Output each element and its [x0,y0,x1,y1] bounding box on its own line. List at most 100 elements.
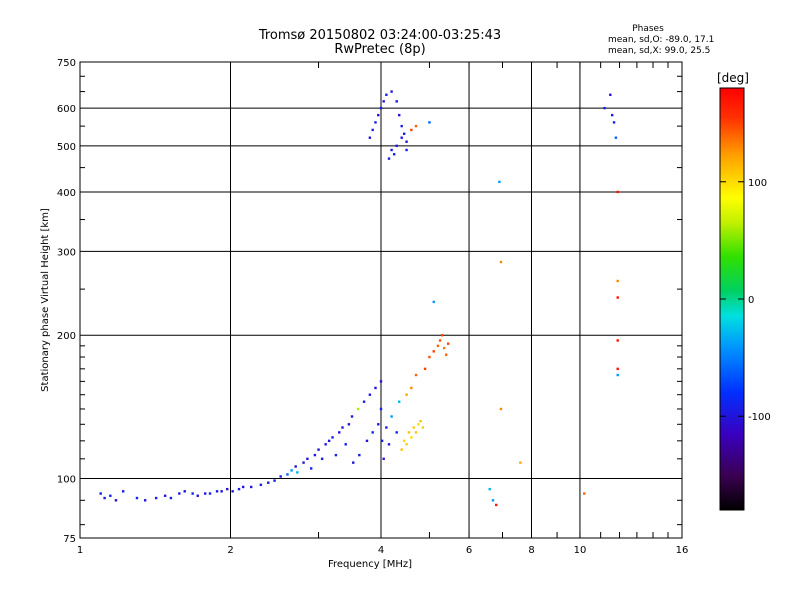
data-point [334,453,338,457]
data-point [400,124,403,128]
data-point [306,457,309,461]
x-tick-label: 10 [574,545,587,556]
data-point [387,443,391,446]
data-point [495,503,498,507]
data-point [344,443,347,446]
data-point [390,415,393,418]
data-point [379,407,383,411]
data-point [442,346,446,350]
data-point [267,481,270,484]
data-point [428,121,431,124]
data-point [491,499,495,502]
data-point [436,344,440,348]
y-tick-label: 400 [57,188,76,199]
data-point [237,487,241,491]
data-point [616,339,619,342]
data-point [395,100,398,103]
data-point [320,457,324,461]
data-point [135,496,139,500]
data-point [421,426,425,429]
y-tick-labels: 75 100 200 300 400 500 600 750 [57,58,76,545]
data-point [358,453,361,457]
data-point [143,499,147,502]
data-point [347,423,351,426]
data-point [309,467,313,470]
data-point [114,499,118,502]
data-point [226,487,229,491]
data-point [400,448,403,451]
data-point [519,461,522,464]
data-point [583,492,586,495]
data-point [109,494,112,497]
chart-title: Tromsø 20150802 03:24:00-03:25:43 [258,28,501,43]
x-tick-label: 2 [227,545,233,556]
data-point [365,439,369,443]
data-point [368,136,372,139]
data-point [374,386,377,390]
data-point [368,393,372,396]
data-point [610,113,614,117]
data-point [405,393,408,396]
data-point [191,492,194,495]
data-point [377,113,380,117]
data-point [203,492,207,495]
data-point [385,426,388,429]
data-point [249,485,253,489]
data-point [350,415,354,418]
data-point [412,426,415,429]
data-point [338,431,341,434]
axis-ticks [80,62,682,538]
data-point [382,457,385,461]
data-point [398,113,401,117]
data-point [362,400,366,403]
colorbar-tick-label: 100 [748,178,767,189]
chart-subtitle: RwPretec (8p) [334,42,425,57]
data-point [428,355,431,359]
data-point [379,106,383,110]
data-point [498,180,501,184]
grid-lines [80,62,682,538]
data-point [178,492,181,495]
x-axis-label: Frequency [MHz] [328,559,412,570]
x-tick-label: 16 [676,545,689,556]
data-point [279,475,282,478]
data-point [616,373,619,377]
phases-title: Phases [632,24,664,34]
data-point [405,443,408,446]
data-point [499,407,503,411]
data-point [99,492,102,495]
data-point [410,386,413,390]
data-point [390,90,393,93]
data-point [286,473,289,476]
data-point [405,140,408,143]
data-point [419,419,422,423]
y-tick-label: 750 [57,58,76,69]
data-points [99,90,619,507]
data-point [154,496,158,500]
data-point [317,448,320,451]
data-point [616,190,619,194]
data-point [379,380,383,383]
y-tick-label: 75 [63,534,76,545]
data-point [324,443,327,446]
data-point [432,300,435,304]
data-point [446,342,450,345]
data-point [341,426,344,429]
data-point [395,144,398,148]
y-tick-label: 200 [57,331,76,342]
data-point [374,121,377,124]
data-point [414,124,418,128]
data-point [395,431,398,434]
data-point [603,106,606,110]
colorbar-label: [deg] [717,71,749,85]
data-point [410,128,413,132]
data-point [196,494,199,497]
x-tick-labels: 1 2 4 6 8 10 16 [77,545,689,556]
data-point [208,492,212,495]
data-point [215,490,219,493]
data-point [417,423,420,426]
y-tick-label: 600 [57,104,76,115]
colorbar-ticks: -100 0 100 [720,178,771,423]
data-point [169,496,173,500]
